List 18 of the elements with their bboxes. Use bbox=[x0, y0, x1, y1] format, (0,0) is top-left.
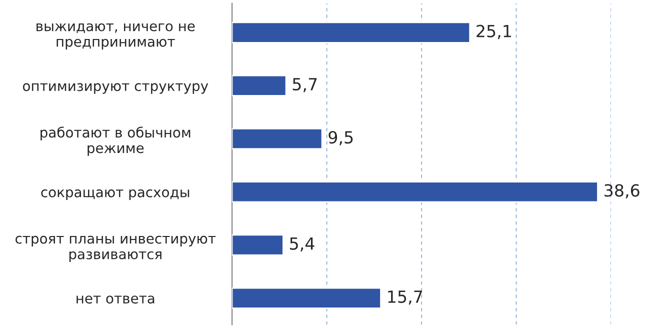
bar bbox=[232, 181, 598, 203]
y-tick-label: работают в обычном режиме bbox=[40, 126, 190, 156]
bar bbox=[232, 22, 471, 44]
y-tick-label: выжидают, ничего не предпринимают bbox=[36, 23, 195, 50]
y-tick-label: нет ответа bbox=[76, 296, 154, 304]
data-label: 5,4 bbox=[290, 237, 314, 252]
y-tick-label: оптимизируют структуру bbox=[22, 83, 208, 94]
data-label: 25,1 bbox=[476, 24, 511, 40]
data-label: 15,7 bbox=[388, 290, 422, 305]
data-label: 9,5 bbox=[328, 131, 353, 146]
y-tick-label: строят планы инвестируют развиваются bbox=[16, 236, 216, 262]
bar bbox=[232, 287, 382, 309]
bar bbox=[232, 128, 323, 150]
data-label: 5,7 bbox=[292, 78, 317, 92]
y-tick-label: сокращают расходы bbox=[41, 189, 190, 200]
bar bbox=[232, 234, 284, 256]
data-label: 38,6 bbox=[604, 184, 640, 198]
bar bbox=[232, 74, 287, 96]
